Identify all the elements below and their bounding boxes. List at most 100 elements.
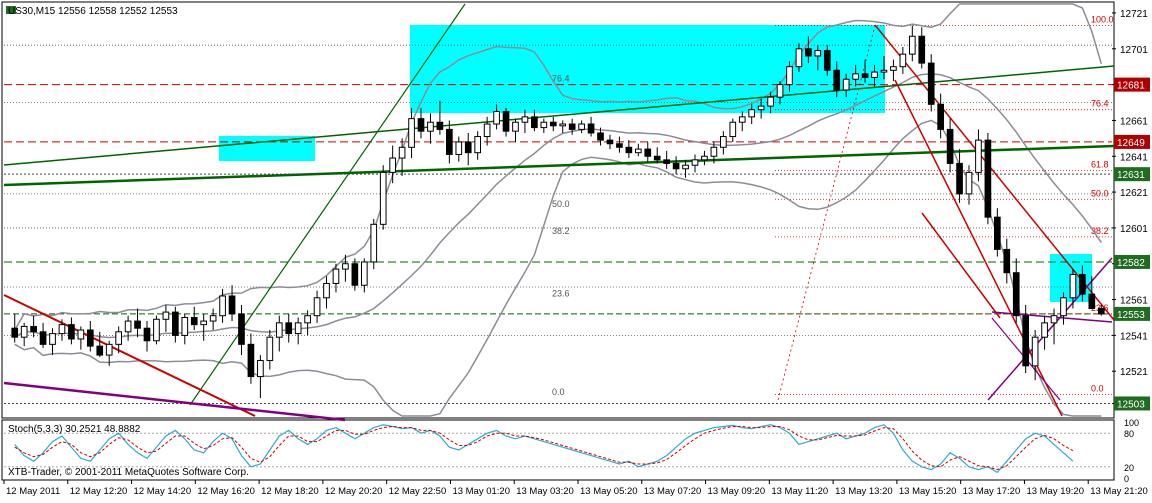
candle <box>606 134 614 150</box>
candle <box>313 290 321 323</box>
candle <box>379 165 387 230</box>
price-tick-label: 12601 <box>1120 224 1148 235</box>
red-channel-base <box>921 212 1001 319</box>
candle <box>200 313 208 341</box>
candle <box>153 315 160 345</box>
candle <box>228 285 236 322</box>
price-tick-label: 12641 <box>1120 152 1148 163</box>
time-tick-label: 12 May 14:20 <box>134 486 192 497</box>
stoch-tick-label: 0 <box>1124 474 1129 484</box>
candle <box>767 91 774 114</box>
candle <box>96 331 104 357</box>
candle <box>776 81 784 105</box>
candle <box>691 154 699 173</box>
candle <box>143 321 151 352</box>
time-tick-label: 12 May 12:20 <box>70 486 128 497</box>
candle <box>190 306 198 331</box>
candle <box>994 208 1001 257</box>
price-tick-label: 12541 <box>1120 331 1148 342</box>
candle <box>587 116 595 137</box>
candle <box>512 118 519 142</box>
candle <box>861 59 869 83</box>
candle <box>540 118 548 133</box>
candle <box>181 313 189 345</box>
time-tick-label: 13 May 11:20 <box>771 486 828 497</box>
green-trendline-lower <box>3 144 1115 187</box>
bb-middle <box>14 73 1102 339</box>
candle <box>975 129 982 182</box>
candle <box>653 147 661 164</box>
candle <box>49 328 56 356</box>
stoch-main-line <box>14 424 1074 474</box>
level-tag-label: 12553 <box>1117 310 1145 321</box>
candle <box>247 333 255 384</box>
candle <box>389 145 396 184</box>
fib-left-label: 50.0 <box>552 199 570 209</box>
red-channel-upper <box>874 24 1115 321</box>
candle <box>634 143 642 157</box>
stoch-signal-line <box>14 425 1074 471</box>
fib-left-label: 0.0 <box>552 387 565 397</box>
candle <box>880 55 888 80</box>
candle <box>937 93 944 139</box>
candle <box>86 321 94 352</box>
candle <box>701 150 708 166</box>
price-tick-label: 12701 <box>1120 45 1148 56</box>
chart-header: US30,M15 12556 12558 12552 12553 <box>6 6 178 17</box>
candle <box>351 258 359 291</box>
candle <box>294 317 302 345</box>
time-axis: 12 May 2011 12 May 12:20 12 May 14:20 12 Ma… <box>3 480 1148 497</box>
candle <box>1050 308 1058 345</box>
candle <box>68 317 75 345</box>
level-tag-label: 12631 <box>1117 170 1145 181</box>
ohlc-readout: 12556 12558 12552 12553 <box>58 6 178 17</box>
time-tick-label: 13 May 21:20 <box>1090 486 1148 497</box>
horizontal-levels <box>4 44 1112 404</box>
candle <box>786 61 793 92</box>
candle <box>162 304 170 332</box>
candle <box>871 64 878 87</box>
bb-upper <box>14 3 1103 331</box>
fib-right-label: 100.0 <box>1091 14 1114 24</box>
level-tag-label: 12582 <box>1117 258 1145 269</box>
candle <box>105 340 113 366</box>
candle <box>805 36 812 64</box>
time-tick-label: 12 May 2011 <box>6 486 60 497</box>
purple-trendline <box>3 381 346 422</box>
stoch-label: Stoch(5,3,3) 30.2521 48.8882 <box>8 424 141 435</box>
level-tag <box>1114 134 1150 149</box>
candle <box>1031 330 1039 381</box>
copyright-text: XTB-Trader, © 2001-2011 MetaQuotes Softw… <box>8 467 249 478</box>
level-tag-label: 12649 <box>1117 138 1145 149</box>
time-tick-label: 13 May 17:20 <box>963 486 1021 497</box>
candle <box>568 118 576 135</box>
price-tick-label: 12661 <box>1120 116 1148 127</box>
candle <box>342 254 349 282</box>
candle <box>823 45 831 76</box>
cyan-box-1 <box>219 136 315 161</box>
candle <box>1041 315 1048 350</box>
candle <box>455 136 463 162</box>
level-tag-label: 12681 <box>1117 81 1145 92</box>
time-tick-label: 13 May 03:20 <box>516 486 574 497</box>
red-trendline-left <box>3 294 256 417</box>
candle <box>531 109 538 132</box>
time-tick-label: 12 May 18:20 <box>261 486 319 497</box>
fib-right-label: 23.6 <box>1091 303 1109 313</box>
bb-lower <box>14 119 1102 417</box>
candle <box>710 141 718 164</box>
candle <box>427 113 434 144</box>
stoch-tick-label: 100 <box>1124 418 1139 428</box>
stochastic-indicator <box>4 424 1112 474</box>
candle <box>578 120 585 133</box>
candle <box>58 319 66 341</box>
time-tick-label: 12 May 20:20 <box>325 486 383 497</box>
candle <box>1069 269 1077 309</box>
candle <box>625 140 633 159</box>
candle <box>899 46 907 74</box>
candle <box>663 150 670 169</box>
level-tag <box>1114 396 1150 411</box>
candle <box>833 61 841 98</box>
candle <box>370 218 378 270</box>
